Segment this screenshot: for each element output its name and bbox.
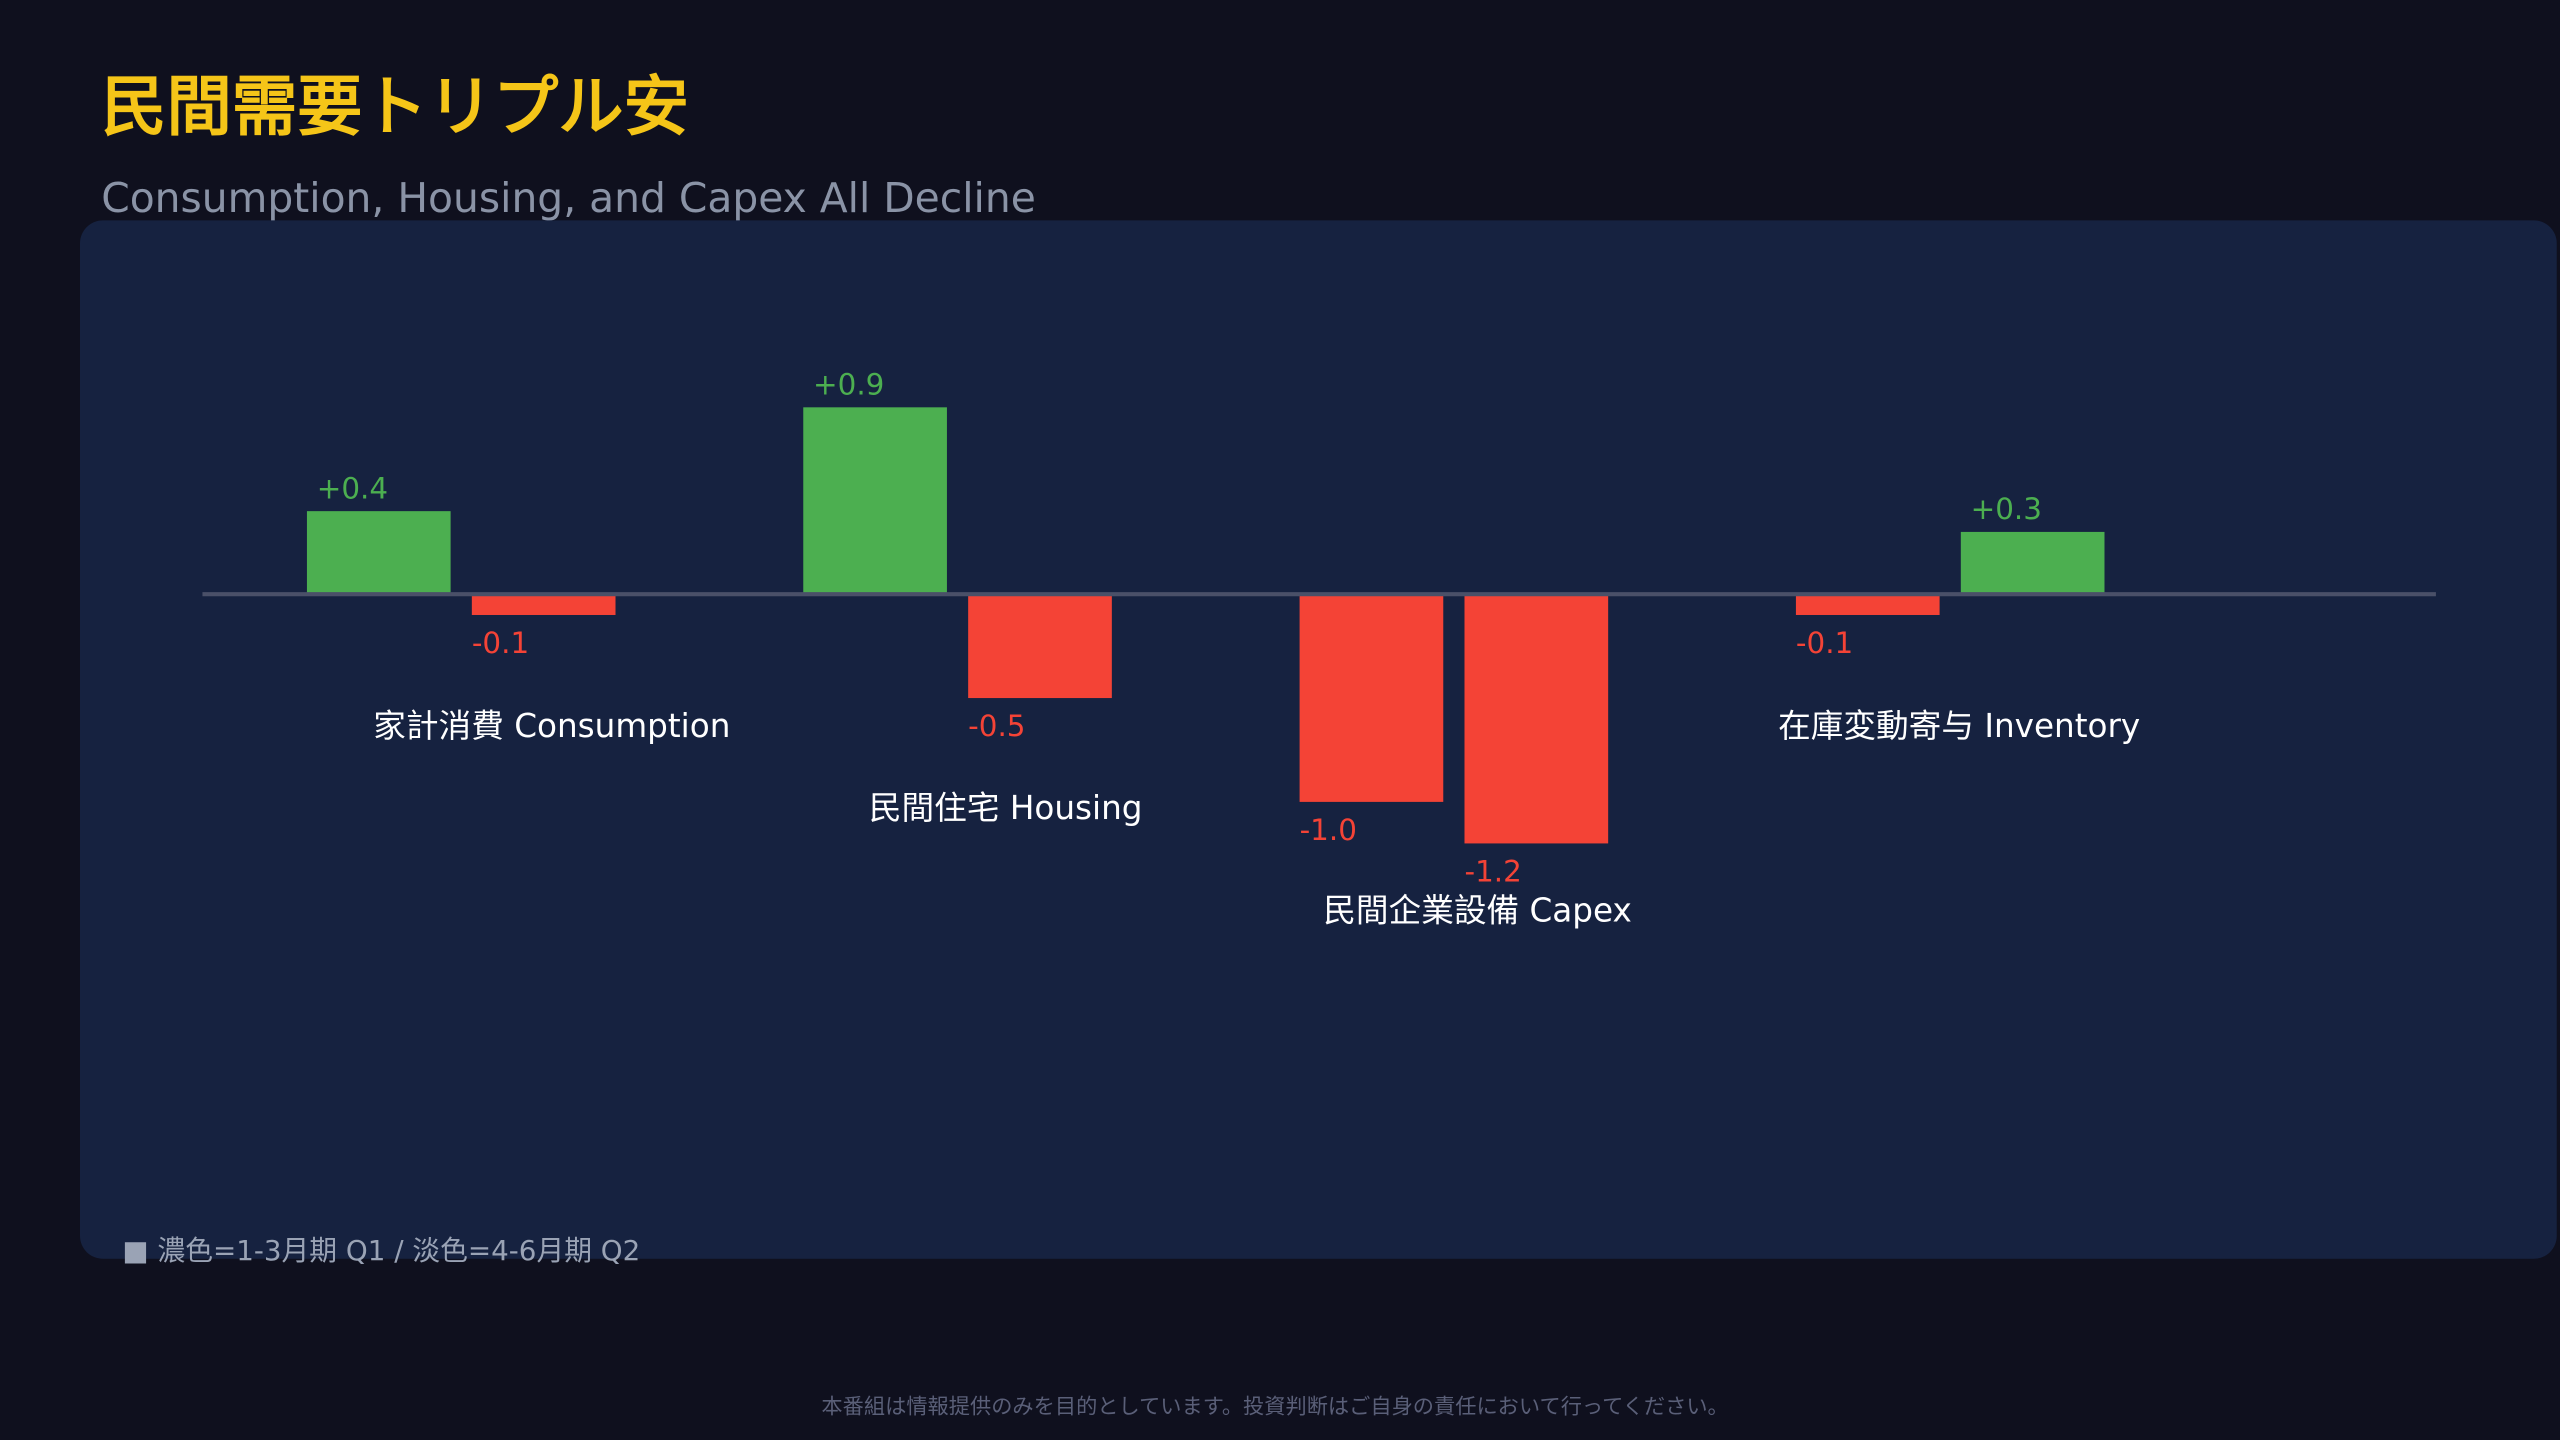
chart-subtitle: Consumption, Housing, and Capex All Decl…: [101, 174, 1036, 222]
category-label: 民間企業設備 Capex: [1323, 892, 1632, 930]
bar: [968, 594, 1112, 699]
note: ■ 濃色=1-3月期 Q1 / 淡色=4-6月期 Q2: [122, 1234, 640, 1267]
value-label: -0.1: [472, 626, 529, 660]
bar: [1960, 531, 2105, 595]
value-label: -0.1: [1796, 626, 1853, 660]
bar: [306, 511, 451, 595]
bar: [1299, 594, 1444, 802]
category-label: 家計消費 Consumption: [373, 707, 730, 745]
value-label: -0.5: [968, 709, 1025, 743]
chart-title: 民間需要トリプル安: [101, 69, 689, 145]
value-label: -1.0: [1300, 813, 1357, 847]
value-label: +0.4: [317, 471, 388, 505]
value-label: +0.3: [1971, 492, 2042, 526]
value-label: -1.2: [1464, 854, 1521, 888]
bar: [1464, 594, 1609, 844]
category-label: 民間住宅 Housing: [869, 789, 1143, 827]
bar: [471, 594, 616, 615]
bar: [803, 407, 947, 595]
value-label: +0.9: [813, 368, 884, 402]
bar: [1795, 594, 1940, 615]
disclaimer: 本番組は情報提供のみを目的としています。投資判断はご自身の責任において行ってくだ…: [821, 1394, 1728, 1419]
category-label: 在庫変動寄与 Inventory: [1778, 707, 2140, 745]
